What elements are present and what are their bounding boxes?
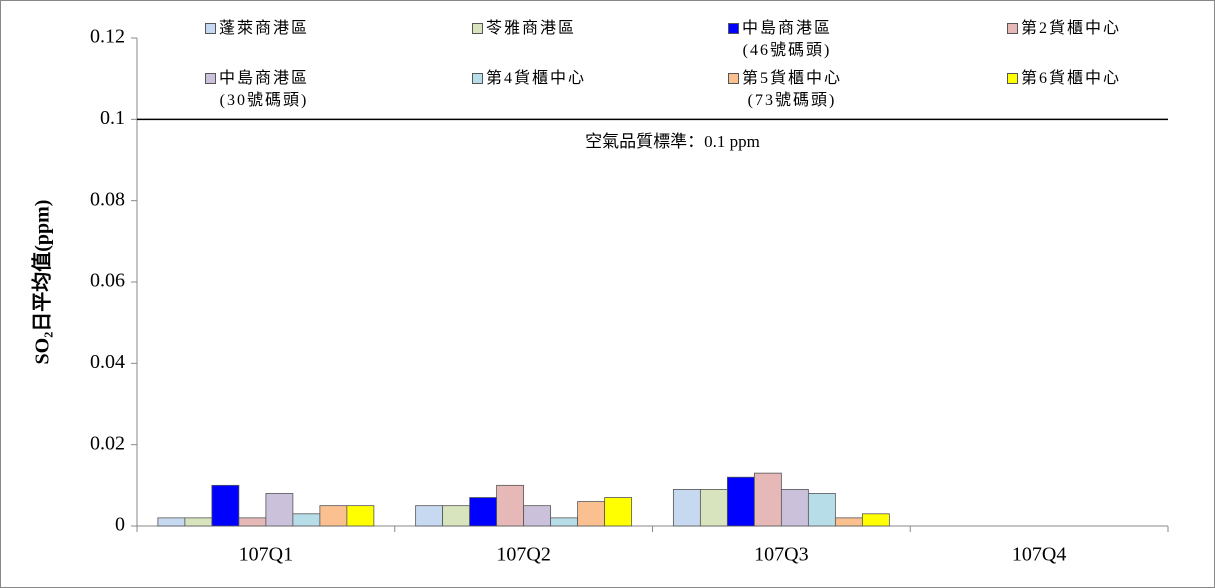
legend-swatch [728,23,739,34]
bar [604,497,633,527]
legend-swatch [205,73,216,84]
bar [415,505,444,527]
y-axis-label: SO₂日平均值(ppm) [30,200,54,365]
bar [184,517,213,527]
bar [834,517,863,527]
legend-swatch [1007,73,1018,84]
bar [672,488,701,527]
bar [346,505,375,527]
bar [442,505,471,527]
y-tick-label: 0.04 [90,351,125,373]
bar [319,505,348,527]
legend-label: 蓬萊商港區 [219,20,310,37]
legend-label: 中島商港區 (30號碼頭) [219,70,310,109]
y-tick-label: 0.06 [90,270,125,292]
legend-swatch [472,23,483,34]
bar [699,488,728,527]
x-tick-label: 107Q1 [239,544,293,566]
bar [496,484,525,527]
bar [726,476,755,527]
legend-swatch [1007,23,1018,34]
y-tick-label: 0.02 [90,432,125,454]
y-tick-label: 0.12 [90,26,125,48]
bar [469,497,498,527]
bar [753,472,782,527]
bar [157,517,186,527]
y-tick-label: 0 [115,514,125,536]
bar [780,488,809,527]
bar [292,513,321,527]
y-tick-label: 0.08 [90,188,125,210]
bar [807,493,836,527]
x-tick-label: 107Q4 [1012,544,1066,566]
y-tick-label: 0.1 [100,107,125,129]
legend-label: 苓雅商港區 [486,20,577,37]
x-tick-label: 107Q3 [754,544,808,566]
bar [211,484,240,527]
legend-swatch [728,73,739,84]
legend-label: 中島商港區 (46號碼頭) [742,20,833,59]
bar [523,505,552,527]
legend-label: 第6貨櫃中心 [1021,70,1122,87]
bar [238,517,267,527]
legend-label: 第4貨櫃中心 [486,70,587,87]
bar [550,517,579,527]
legend-label: 第2貨櫃中心 [1021,20,1122,37]
bar [265,493,294,527]
legend-swatch [205,23,216,34]
reference-label: 空氣品質標準：0.1 ppm [585,132,760,151]
legend-label: 第5貨櫃中心 (73號碼頭) [742,70,843,109]
legend-swatch [472,73,483,84]
x-tick-label: 107Q2 [496,544,550,566]
bar [577,501,606,527]
bar [861,513,890,527]
